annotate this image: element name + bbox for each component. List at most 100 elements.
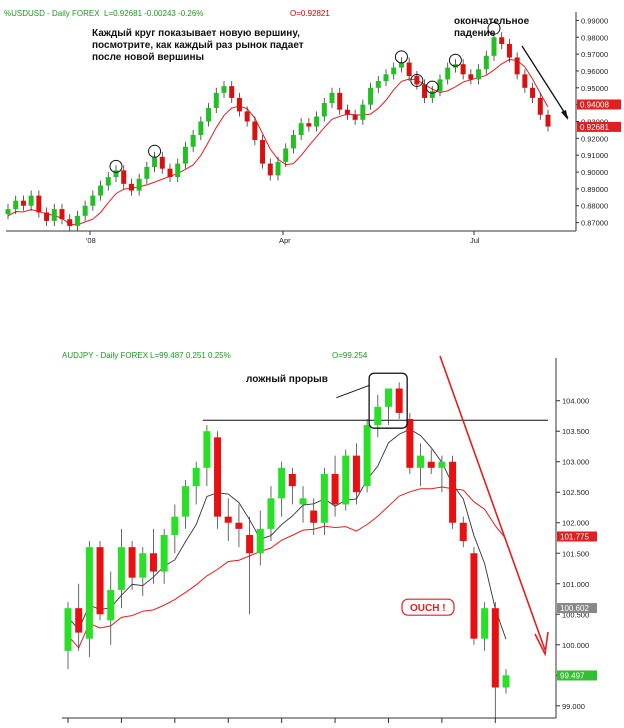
- peak-circle: [148, 144, 162, 158]
- candle-down: [468, 74, 474, 80]
- final-drop-arrow: [521, 45, 569, 119]
- candle-down: [344, 109, 350, 115]
- annotation-main-line: после новой вершины: [92, 52, 204, 63]
- candle-down: [67, 219, 73, 226]
- candle-down: [331, 473, 339, 505]
- price-tag-bg: [577, 121, 621, 132]
- candle-down: [530, 87, 536, 98]
- candle-up: [107, 589, 115, 621]
- candle-down: [352, 114, 358, 120]
- x-tick-label: Jul: [470, 236, 480, 245]
- candle-up: [502, 675, 510, 688]
- price-tag-bg: [577, 99, 621, 110]
- candle-up: [363, 425, 371, 487]
- candle-up: [360, 104, 366, 120]
- y-tick-label: 101.000: [562, 580, 589, 589]
- candle-up: [384, 388, 392, 407]
- y-tick-label: 102.500: [562, 488, 589, 497]
- candle-down: [44, 212, 50, 221]
- candle-up: [85, 547, 93, 639]
- candle-up: [182, 486, 190, 517]
- candle-up: [64, 608, 72, 651]
- candle-down: [414, 76, 420, 85]
- candle-up: [320, 473, 328, 523]
- candle-up: [171, 516, 179, 535]
- candle-down: [224, 516, 232, 523]
- y-tick-label: 0.90000: [581, 168, 608, 177]
- candle-up: [213, 92, 219, 109]
- peak-circle: [410, 73, 424, 87]
- price-tag-label: 101.775: [560, 532, 589, 541]
- candle-down: [470, 553, 478, 639]
- peak-circle: [487, 21, 501, 35]
- annotation-final-line: окончательное: [454, 16, 530, 27]
- candle-up: [74, 215, 80, 226]
- candle-down: [75, 608, 83, 633]
- candle-up: [117, 547, 125, 590]
- candle-down: [310, 510, 318, 523]
- slow-moving-average: [67, 486, 507, 649]
- candle-down: [422, 84, 428, 98]
- candle-up: [429, 91, 435, 98]
- y-tick-label: 0.98000: [581, 33, 608, 42]
- peak-circle: [448, 53, 462, 67]
- candle-down: [260, 140, 266, 164]
- candle-up: [190, 134, 196, 147]
- candle-up: [391, 67, 397, 75]
- candle-down: [406, 62, 412, 77]
- candle-up: [203, 431, 211, 468]
- price-tag-bg: [557, 603, 597, 614]
- candle-down: [59, 209, 65, 220]
- y-tick-label: 0.92000: [581, 134, 608, 143]
- candle-down: [352, 455, 360, 493]
- y-tick-label: 0.87000: [581, 219, 608, 228]
- candle-up: [90, 195, 96, 206]
- candle-down: [236, 97, 242, 112]
- candle-up: [206, 108, 212, 122]
- y-tick-label: 103.500: [562, 427, 589, 436]
- price-tag-label: 100.602: [560, 604, 589, 613]
- price-tag-label: 99.497: [560, 671, 585, 680]
- y-tick-label: 100.500: [562, 610, 589, 619]
- candle-up: [267, 498, 275, 529]
- y-tick-label: 103.000: [562, 458, 589, 467]
- candle-down: [128, 183, 134, 191]
- candle-up: [51, 209, 57, 221]
- candle-up: [398, 62, 404, 68]
- chart-header-open: O=0.92821: [290, 9, 330, 18]
- chart-header-open: O=99.254: [332, 351, 368, 360]
- candle-up: [368, 87, 374, 105]
- candle-down: [506, 44, 512, 58]
- candle-down: [214, 437, 222, 517]
- candle-down: [267, 163, 273, 176]
- chart-symbol-header: AUDJPY - Daily FOREX: [62, 351, 149, 360]
- candle-up: [182, 146, 188, 164]
- usd-daily-chart: 0.99000 0.98000 0.97000 0.96000 0.95000 0.940…: [0, 0, 624, 260]
- y-tick-label: 0.99000: [581, 16, 608, 25]
- y-tick-label: 104.000: [562, 397, 589, 406]
- candle-up: [13, 200, 19, 210]
- candle-down: [20, 200, 26, 206]
- candle-down: [406, 419, 414, 468]
- candle-up: [283, 148, 289, 162]
- candle-up: [383, 74, 389, 82]
- candle-up: [314, 116, 320, 127]
- candle-up: [256, 528, 264, 554]
- candle-up: [299, 498, 307, 505]
- y-tick-label: 0.95000: [581, 84, 608, 93]
- price-tag-label: 0.94008: [580, 100, 609, 109]
- annotation-main-line: посмотрите, как каждый раз рынок падает: [92, 40, 304, 51]
- usd-chart-canvas: 0.99000 0.98000 0.97000 0.96000 0.95000 0.940…: [4, 9, 621, 245]
- candle-down: [246, 534, 254, 554]
- candle-up: [342, 455, 350, 505]
- y-tick-label: 101.500: [562, 549, 589, 558]
- candle-up: [417, 455, 425, 468]
- decline-arrow: [439, 355, 546, 651]
- y-tick-label: 0.91000: [581, 151, 608, 160]
- candle-up: [192, 467, 200, 487]
- candle-down: [235, 522, 243, 529]
- x-tick-label: '08: [86, 236, 96, 245]
- candle-down: [244, 111, 250, 122]
- candle-up: [221, 86, 227, 93]
- candle-up: [437, 79, 443, 92]
